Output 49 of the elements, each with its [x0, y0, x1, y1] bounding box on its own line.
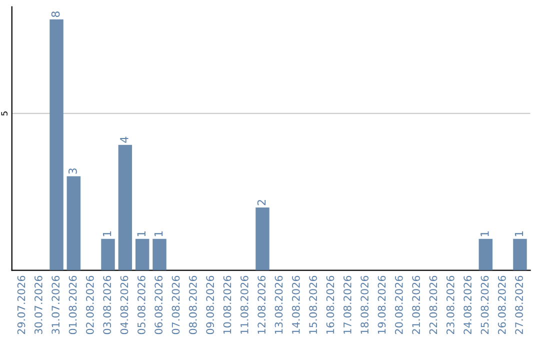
data-label: 1	[480, 231, 489, 236]
x-tick-label: 10.08.2026	[223, 276, 232, 334]
x-tick-label: 06.08.2026	[154, 276, 163, 334]
x-tick-label: 29.07.2026	[17, 276, 26, 334]
x-tick-label: 24.08.2026	[464, 276, 472, 334]
y-tick-label: 5	[1, 112, 8, 116]
x-tick-label: 16.08.2026	[326, 276, 334, 334]
bar	[101, 238, 115, 270]
x-tick-label: 19.08.2026	[378, 276, 386, 334]
bar	[513, 238, 527, 270]
x-tick-label: 03.08.2026	[103, 276, 112, 334]
bar	[66, 176, 81, 270]
x-tick-label: 22.08.2026	[429, 276, 438, 334]
x-tick-label: 12.08.2026	[258, 276, 266, 334]
data-label: 1	[137, 231, 146, 236]
x-tick-label: 09.08.2026	[206, 276, 214, 334]
x-tick-label: 08.08.2026	[188, 276, 197, 334]
x-tick-label: 02.08.2026	[86, 276, 94, 334]
x-tick-label: 26.08.2026	[498, 276, 506, 334]
x-tick-label: 13.08.2026	[274, 276, 283, 334]
x-tick-label: 27.08.2026	[515, 276, 524, 334]
x-tick-label: 17.08.2026	[343, 276, 352, 334]
x-tick-label: 07.08.2026	[172, 276, 180, 334]
x-tick-label: 11.08.2026	[240, 276, 248, 334]
data-label: 1	[154, 231, 163, 236]
x-tick-label: 18.08.2026	[360, 276, 369, 334]
x-tick-label: 01.08.2026	[68, 276, 77, 334]
data-label: 3	[68, 168, 77, 174]
x-tick-label: 15.08.2026	[309, 276, 318, 334]
data-label: 4	[120, 136, 128, 143]
x-tick-label: 25.08.2026	[480, 276, 489, 334]
x-tick-label: 21.08.2026	[412, 276, 420, 334]
x-tick-label: 20.08.2026	[394, 276, 403, 334]
bar	[118, 144, 132, 270]
x-tick-label: 30.07.2026	[34, 276, 42, 334]
bar	[152, 238, 166, 270]
x-tick-label: 05.08.2026	[137, 276, 146, 334]
bar	[478, 238, 493, 270]
x-tick-label: 23.08.2026	[446, 276, 454, 334]
x-tick-label: 31.07.2026	[52, 276, 60, 334]
bar	[135, 238, 150, 270]
x-tick-label: 04.08.2026	[120, 276, 128, 334]
data-label: 2	[257, 200, 266, 206]
x-tick-label: 14.08.2026	[292, 276, 300, 334]
data-label: 1	[514, 231, 524, 236]
bar	[256, 208, 270, 270]
data-label: 1	[102, 231, 112, 236]
data-label: 8	[51, 11, 60, 18]
bar	[50, 19, 64, 270]
